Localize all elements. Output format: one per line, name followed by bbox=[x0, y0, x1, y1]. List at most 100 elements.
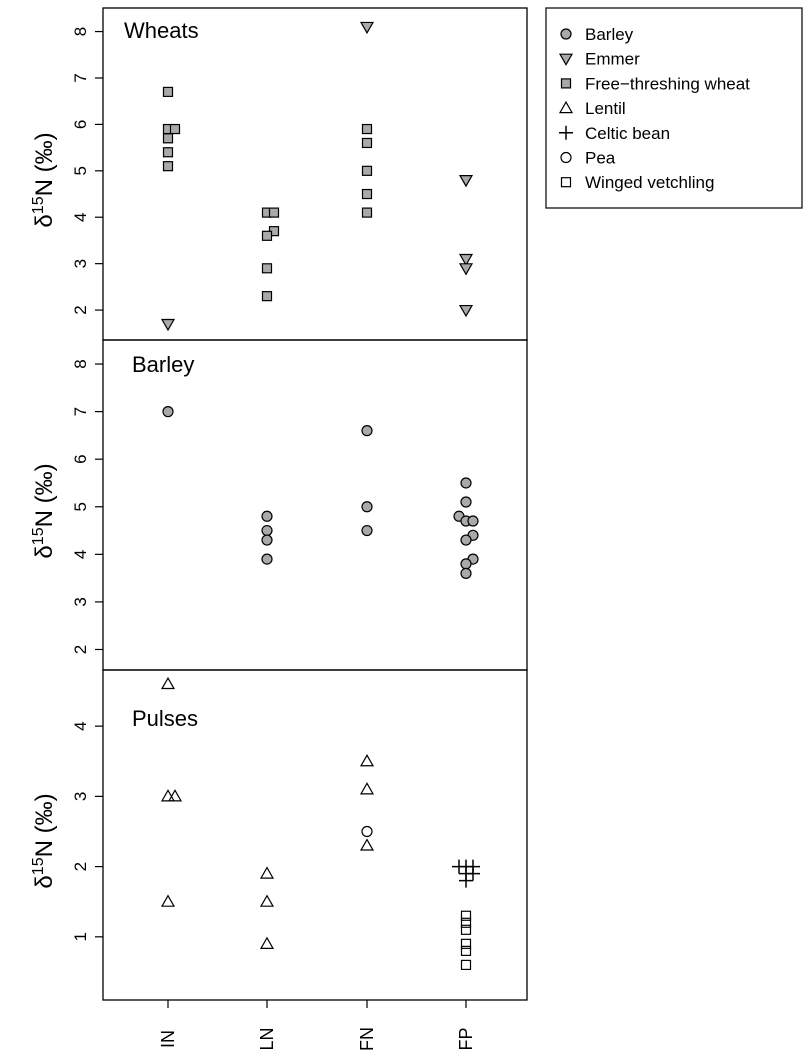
y-axis-title-unit: N (‰) bbox=[31, 132, 58, 196]
y-tick-label: 3 bbox=[71, 259, 90, 268]
data-point bbox=[361, 123, 373, 135]
legend-label: Pea bbox=[585, 149, 616, 168]
data-point bbox=[359, 754, 375, 767]
legend-marker bbox=[559, 125, 573, 140]
x-tick-label: FP bbox=[456, 1027, 476, 1050]
data-point bbox=[460, 910, 472, 921]
legend-marker bbox=[560, 151, 572, 164]
series-lentil bbox=[160, 676, 375, 949]
y-tick-label: 5 bbox=[71, 166, 90, 175]
data-point bbox=[160, 318, 176, 332]
y-tick-label: 3 bbox=[71, 792, 90, 801]
data-point bbox=[261, 524, 273, 537]
data-point bbox=[361, 825, 373, 838]
y-tick-label: 3 bbox=[71, 597, 90, 606]
panel-pulses: 1 2 3 4 δ15N (‰) Pulses bbox=[30, 669, 528, 1001]
data-point bbox=[259, 866, 275, 879]
data-point bbox=[259, 894, 275, 907]
plot-frame bbox=[102, 7, 528, 341]
data-point bbox=[460, 496, 472, 508]
data-point bbox=[162, 406, 174, 418]
data-point bbox=[458, 263, 474, 276]
plot-frame bbox=[102, 669, 528, 1001]
legend-label: Celtic bean bbox=[585, 124, 670, 143]
legend-label: Barley bbox=[585, 25, 634, 44]
data-point bbox=[467, 515, 479, 527]
data-point bbox=[460, 924, 472, 935]
y-tick-label: 6 bbox=[71, 454, 90, 463]
y-tick-label: 5 bbox=[71, 502, 90, 511]
data-point bbox=[460, 917, 472, 928]
series-pea bbox=[361, 825, 373, 838]
y-axis-title-superscript: 15 bbox=[30, 196, 47, 214]
panel-title: Barley bbox=[132, 352, 194, 377]
y-tick-label: 4 bbox=[71, 550, 90, 559]
data-point bbox=[162, 161, 174, 172]
data-point bbox=[162, 86, 174, 98]
y-tick-label: 2 bbox=[71, 305, 90, 314]
x-tick-label: FN bbox=[357, 1027, 377, 1051]
y-tick-label: 2 bbox=[71, 862, 90, 871]
data-point bbox=[459, 873, 473, 888]
data-point bbox=[160, 676, 176, 690]
series-emmer bbox=[160, 21, 474, 332]
y-tick-label: 7 bbox=[71, 407, 90, 416]
y-axis-title-unit: N (‰) bbox=[31, 463, 58, 527]
data-point bbox=[361, 165, 373, 176]
panel-wheats: 2 3 4 5 6 7 8 δ15N (‰) Wheats bbox=[30, 7, 528, 341]
legend-marker bbox=[558, 53, 574, 66]
y-axis-title-unit: N (‰) bbox=[31, 793, 58, 857]
data-point bbox=[361, 501, 373, 513]
y-tick-label: 6 bbox=[71, 120, 90, 129]
legend-label: Free−threshing wheat bbox=[585, 74, 750, 93]
data-point bbox=[460, 477, 472, 489]
data-point bbox=[460, 945, 472, 956]
series-winged-vetchling bbox=[460, 910, 472, 971]
data-point bbox=[169, 123, 181, 135]
y-axis-title-superscript: 15 bbox=[30, 527, 47, 545]
panel-title: Pulses bbox=[132, 706, 198, 731]
data-point bbox=[261, 534, 273, 546]
x-tick-label: IN bbox=[158, 1030, 178, 1048]
y-axis-title: δ15N (‰) bbox=[30, 793, 58, 888]
y-axis-title-symbol: δ bbox=[31, 875, 58, 888]
y-tick-label: 8 bbox=[71, 27, 90, 36]
legend-marker bbox=[560, 177, 572, 188]
x-tick-label: LN bbox=[257, 1027, 277, 1050]
y-tick-label: 4 bbox=[71, 213, 90, 222]
x-axis: IN LN FN FP bbox=[158, 1000, 476, 1051]
data-point bbox=[359, 838, 375, 851]
data-point bbox=[460, 959, 472, 971]
legend-marker bbox=[558, 100, 574, 114]
data-point bbox=[160, 894, 176, 907]
data-point bbox=[458, 253, 474, 267]
legend-marker bbox=[560, 78, 572, 89]
y-axis-title-superscript: 15 bbox=[30, 857, 47, 875]
data-point bbox=[261, 230, 273, 241]
data-point bbox=[361, 524, 373, 537]
series-free-threshing-wheat bbox=[162, 86, 373, 302]
legend-label: Lentil bbox=[585, 99, 626, 118]
data-point bbox=[261, 263, 273, 274]
data-point bbox=[460, 558, 472, 570]
data-point bbox=[259, 936, 275, 949]
y-axis-title-symbol: δ bbox=[31, 545, 58, 558]
legend-label: Winged vetchling bbox=[585, 173, 714, 192]
panel-barley: 2 3 4 5 6 7 8 δ15N (‰) Barley bbox=[30, 339, 528, 671]
data-point bbox=[359, 21, 375, 35]
data-point bbox=[261, 553, 273, 565]
data-point bbox=[460, 567, 472, 579]
legend: Barley Emmer Free−threshing wheat Lentil Cel… bbox=[545, 7, 803, 209]
data-point bbox=[361, 207, 373, 218]
data-point bbox=[460, 938, 472, 949]
series-celtic-bean bbox=[452, 859, 480, 888]
data-point bbox=[268, 207, 280, 218]
data-point bbox=[458, 304, 474, 318]
y-tick-label: 1 bbox=[71, 932, 90, 941]
data-point bbox=[466, 866, 480, 881]
data-point bbox=[162, 133, 174, 144]
data-point bbox=[361, 137, 373, 149]
data-point bbox=[162, 147, 174, 158]
legend-label: Emmer bbox=[585, 50, 640, 69]
